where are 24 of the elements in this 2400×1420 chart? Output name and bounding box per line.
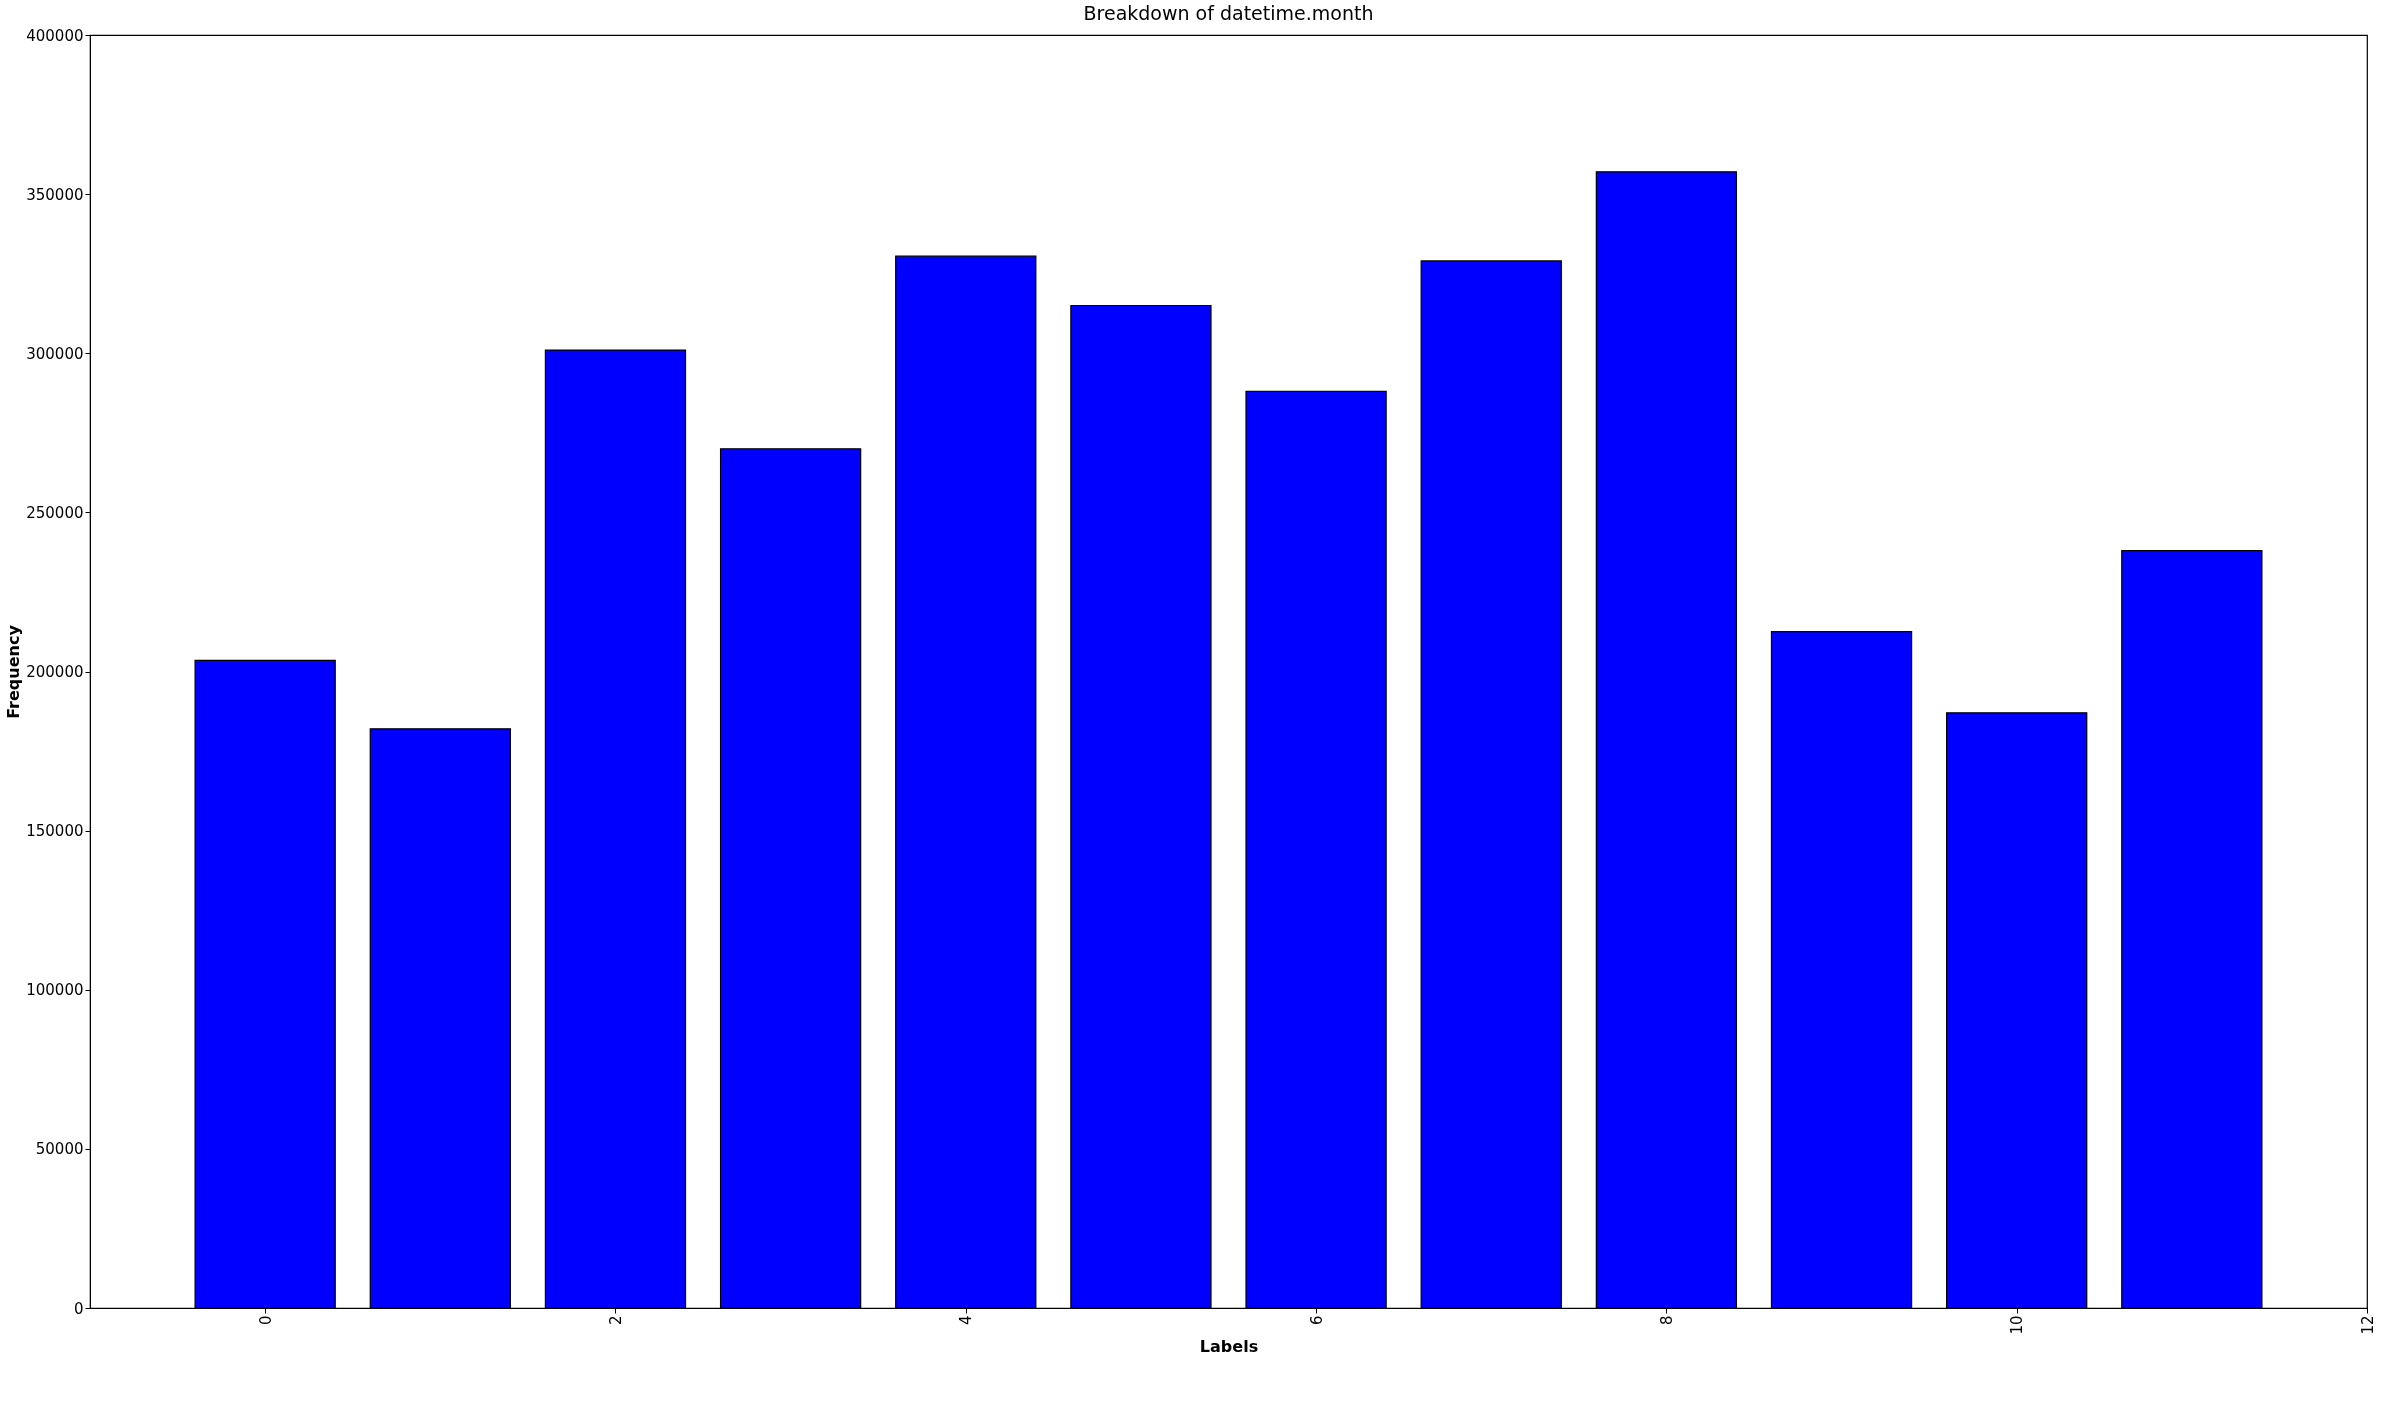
x-tick-label: 6 — [1307, 1315, 1326, 1326]
x-axis-title: Labels — [1199, 1336, 1259, 1356]
y-tick-label: 50000 — [35, 1140, 84, 1159]
y-tick-label: 250000 — [26, 503, 84, 522]
x-tick-label: 12 — [2358, 1315, 2377, 1335]
bar — [1770, 631, 1913, 1309]
x-tick-label: 0 — [256, 1315, 275, 1326]
bar — [369, 728, 511, 1309]
bar — [1070, 304, 1212, 1309]
y-tick-label: 150000 — [26, 822, 84, 841]
bar — [2121, 549, 2263, 1309]
y-tick-label: 100000 — [26, 981, 84, 1000]
y-tick-label: 350000 — [26, 185, 84, 204]
x-tick-label: 2 — [606, 1315, 625, 1326]
x-tick-label: 8 — [1657, 1315, 1676, 1326]
x-tick-label: 10 — [2008, 1315, 2027, 1335]
y-tick-label: 200000 — [26, 663, 84, 681]
y-tick-label: 400000 — [26, 26, 84, 45]
bar — [1420, 260, 1562, 1309]
bar — [719, 448, 862, 1309]
x-tick-label: 4 — [957, 1315, 976, 1326]
y-axis-title: Frequency — [4, 624, 24, 719]
y-tick-label: 300000 — [26, 344, 84, 363]
chart-title: Breakdown of datetime.month — [1083, 2, 1374, 24]
